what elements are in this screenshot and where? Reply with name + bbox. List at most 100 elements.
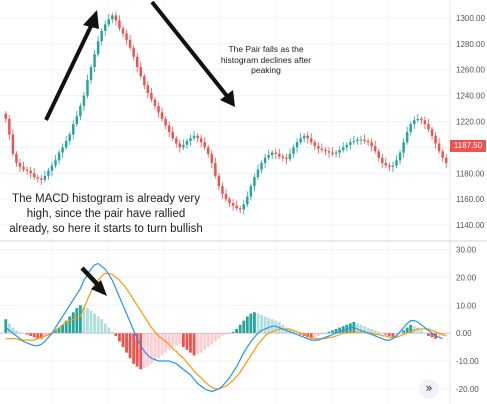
candle-body [214,162,217,176]
histogram-bar [377,331,381,334]
histogram-bar [203,333,207,350]
histogram-bar [68,316,72,334]
histogram-bar [249,313,253,334]
candle-body [416,118,420,121]
macd-tick-label: -20.00 [456,385,479,394]
histogram-bar [82,306,86,334]
candle-body [349,142,352,145]
histogram-bar [18,331,22,334]
histogram-bar [373,330,377,334]
histogram-bar [39,333,43,339]
histogram-bar [71,312,75,334]
candle-body [395,160,398,166]
histogram-bar [132,333,136,364]
candle-body [11,134,15,154]
histogram-bar [96,316,100,334]
decline-arrow [150,0,229,98]
histogram-bar [149,333,153,364]
candle-body [75,116,79,125]
candle-body [72,124,75,135]
histogram-bar [313,333,317,338]
histogram-bar [238,324,242,334]
histogram-bar [395,333,398,336]
candle-body [363,139,366,141]
histogram-bar [110,331,114,334]
candle-body [402,142,405,153]
histogram-bar [384,333,388,335]
candle-body [352,140,356,143]
histogram-bar [178,333,182,345]
candle-body [143,76,146,86]
histogram-bar [11,327,15,334]
histogram-arrow-head-icon [91,280,107,296]
annotation-decline: The Pair falls as the histogram declines… [220,44,312,75]
histogram-bar [171,333,175,348]
candle-body [107,19,111,25]
histogram-bar [292,330,295,334]
histogram-bar [356,323,359,334]
candle-body [111,15,114,20]
histogram-bar [128,333,132,359]
candle-body [182,144,185,148]
histogram-bar [86,308,89,334]
candle-body [306,135,309,139]
candle-body [444,157,448,163]
histogram-bar [107,327,111,334]
histogram-bar [100,319,104,334]
histogram-bar [64,320,68,334]
histogram-bar [221,333,224,336]
histogram-bar [260,315,263,334]
histogram-bar [341,326,345,334]
candle-body [40,178,43,180]
candle-body [317,146,320,149]
candle-body [167,125,171,132]
histogram-bar [405,327,409,334]
candle-body [398,152,402,161]
candle-body [32,173,36,178]
grid [0,0,450,404]
histogram-bar [288,328,292,334]
candle-body [54,160,57,166]
candle-body [267,155,270,158]
candle-body [373,146,377,152]
candle-body [409,124,412,132]
rally-arrow [44,23,94,121]
macd-tick-label: 10.00 [456,301,477,310]
candle-body [43,175,47,180]
histogram-bar [245,316,249,334]
candle-body [434,135,437,144]
candle-body [36,177,39,179]
candle-body [86,80,89,96]
scroll-to-latest-button[interactable]: » [419,379,439,399]
histogram-bar [320,333,324,335]
histogram-bar [160,333,164,356]
candle-body [18,162,22,167]
candle-body [128,39,132,48]
macd-tick-label: -10.00 [456,357,479,366]
price-tick-label: 1300.00 [456,14,485,23]
histogram-bar [210,333,214,345]
candle-body [82,95,86,106]
histogram-bar [338,327,342,334]
histogram-arrow [80,266,101,288]
candle-body [210,153,214,163]
candle-body [64,140,68,148]
candle-body [25,169,29,171]
candle-body [150,93,153,100]
macd-line [5,262,443,393]
candle-body [313,142,317,147]
histogram-bar [430,333,434,338]
price-tick-label: 1260.00 [456,66,485,75]
candle-body [437,143,441,152]
histogram-bar [231,331,235,334]
candle-body [93,54,96,68]
candle-body [274,152,277,154]
candle-body [331,152,334,154]
histogram-bar [93,313,96,334]
histogram-bar [427,333,430,336]
histogram-bar [36,333,40,339]
candle-body [391,165,395,167]
histogram-bar [78,305,82,334]
histogram-bar [43,333,47,338]
candle-body [103,24,107,31]
